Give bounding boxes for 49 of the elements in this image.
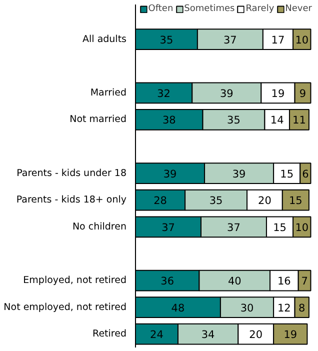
y-tick-label: No children bbox=[72, 221, 127, 232]
data-label: 28 bbox=[154, 195, 167, 208]
y-tick-label: Not married bbox=[70, 114, 127, 126]
data-label: 17 bbox=[271, 34, 285, 46]
data-label: 36 bbox=[160, 276, 174, 288]
y-tick-label: All adults bbox=[82, 34, 127, 45]
data-label: 39 bbox=[232, 168, 246, 180]
data-label: 40 bbox=[228, 276, 242, 288]
data-label: 14 bbox=[270, 114, 284, 127]
data-label: 20 bbox=[258, 195, 272, 208]
data-label: 7 bbox=[301, 276, 308, 288]
data-label: 39 bbox=[220, 88, 234, 100]
y-tick-label: Married bbox=[90, 87, 127, 98]
data-label: 15 bbox=[273, 222, 286, 234]
data-label: 15 bbox=[289, 195, 302, 208]
data-label: 8 bbox=[298, 302, 306, 314]
legend-label: Often bbox=[148, 4, 174, 14]
legend-label: Never bbox=[285, 4, 312, 14]
data-label: 30 bbox=[240, 302, 254, 314]
data-label: 34 bbox=[201, 329, 216, 342]
legend-label: Rarely bbox=[246, 4, 274, 14]
data-label: 37 bbox=[227, 222, 240, 234]
data-label: 48 bbox=[171, 302, 185, 314]
data-label: 38 bbox=[162, 114, 176, 127]
data-label: 39 bbox=[163, 168, 177, 180]
y-tick-label: Parents - kids 18+ only bbox=[16, 194, 127, 206]
data-label: 19 bbox=[271, 88, 285, 100]
data-label: 11 bbox=[292, 114, 306, 127]
data-label: 32 bbox=[157, 88, 171, 100]
data-label: 6 bbox=[302, 168, 310, 180]
data-label: 35 bbox=[160, 34, 174, 46]
data-label: 37 bbox=[224, 34, 237, 46]
y-tick-label: Retired bbox=[92, 328, 127, 340]
data-label: 9 bbox=[299, 88, 306, 100]
data-label: 16 bbox=[278, 276, 292, 288]
legend-label: Sometimes bbox=[184, 4, 235, 14]
y-tick-label: Parents - kids under 18 bbox=[16, 168, 127, 179]
data-label: 24 bbox=[150, 329, 164, 342]
data-label: 35 bbox=[209, 195, 223, 208]
data-label: 10 bbox=[295, 34, 309, 46]
data-label: 12 bbox=[278, 302, 291, 314]
y-tick-label: Not employed, not retired bbox=[4, 302, 127, 313]
data-label: 37 bbox=[162, 222, 175, 234]
data-label: 10 bbox=[295, 222, 309, 234]
data-label: 15 bbox=[280, 168, 294, 180]
data-label: 35 bbox=[227, 114, 240, 127]
data-label: 19 bbox=[284, 329, 298, 342]
y-tick-label: Employed, not retired bbox=[23, 275, 127, 286]
data-label: 20 bbox=[249, 329, 263, 342]
